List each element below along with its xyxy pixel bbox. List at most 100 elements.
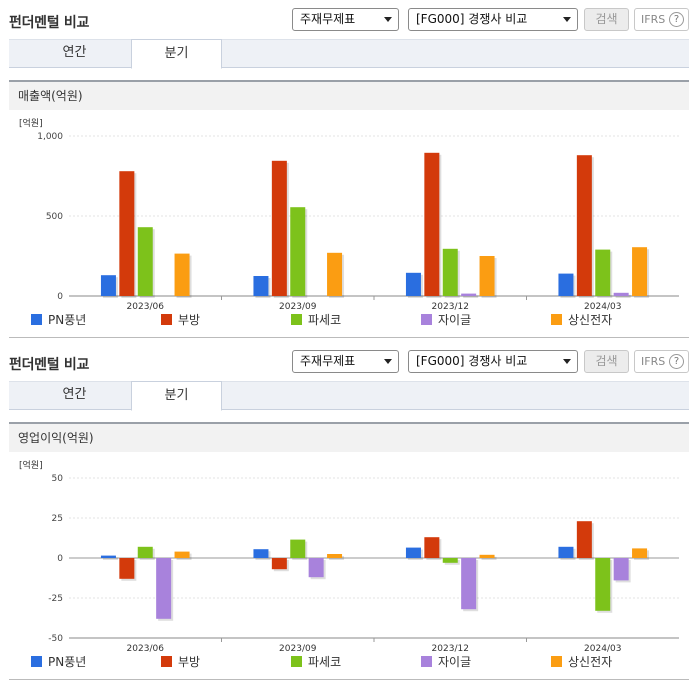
- bar: [290, 539, 306, 558]
- bar: [479, 256, 495, 296]
- bar-shadow: [102, 557, 118, 560]
- revenue-chart: [억원] 0 500 1,000 2023/06 2023/09 2023/12 2024/0…: [9, 110, 689, 338]
- bar: [137, 227, 153, 296]
- comparison-select[interactable]: [FG000] 경쟁사 비교: [408, 8, 578, 31]
- chart-legend: PN풍년 부방 파세코 자이글 상신전자: [31, 654, 681, 670]
- ifrs-button[interactable]: IFRS?: [634, 350, 689, 373]
- section-title: 펀더멘털 비교: [9, 357, 90, 373]
- chevron-down-icon: [563, 359, 571, 364]
- bar-shadow: [463, 295, 479, 298]
- tab-annual[interactable]: 연간: [62, 387, 87, 402]
- legend-label: 부방: [178, 655, 201, 669]
- search-button[interactable]: 검색: [584, 8, 629, 31]
- bar: [461, 558, 477, 610]
- y-tick-label: 500: [46, 212, 63, 222]
- bar: [327, 554, 343, 558]
- x-tick-label: 2023/06: [127, 302, 165, 310]
- chevron-down-icon: [384, 17, 392, 22]
- tab-quarterly[interactable]: 분기: [131, 39, 222, 69]
- legend-label: 파세코: [308, 313, 342, 327]
- comparison-select[interactable]: [FG000] 경쟁사 비교: [408, 350, 578, 373]
- legend-swatch: [551, 656, 562, 667]
- comparison-select-value: [FG000] 경쟁사 비교: [416, 12, 528, 26]
- chevron-down-icon: [563, 17, 571, 22]
- bar: [174, 551, 190, 558]
- bar: [632, 247, 648, 296]
- period-tabs: 연간 분기: [9, 381, 689, 411]
- legend-label: PN풍년: [48, 655, 87, 669]
- bar: [632, 548, 648, 558]
- bar: [479, 554, 495, 558]
- bar: [253, 549, 269, 558]
- legend-label: 상신전자: [568, 655, 613, 669]
- y-tick-label: 1,000: [37, 132, 63, 142]
- help-icon: ?: [669, 12, 684, 27]
- tab-quarterly[interactable]: 분기: [131, 381, 222, 411]
- x-tick-label: 2023/12: [432, 644, 469, 652]
- legend-item[interactable]: PN풍년: [31, 654, 86, 670]
- x-tick-label: 2023/12: [432, 302, 469, 310]
- x-tick-label: 2023/09: [279, 644, 317, 652]
- legend-swatch: [551, 314, 562, 325]
- y-tick-label: 0: [57, 554, 63, 564]
- legend-swatch: [421, 656, 432, 667]
- legend-swatch: [291, 656, 302, 667]
- period-tabs: 연간 분기: [9, 39, 689, 69]
- statement-select-value: 주재무제표: [300, 12, 356, 26]
- legend-item[interactable]: 상신전자: [551, 654, 612, 670]
- legend-swatch: [31, 656, 42, 667]
- legend-swatch: [31, 314, 42, 325]
- chart-legend: PN풍년 부방 파세코 자이글 상신전자: [31, 312, 681, 328]
- search-button[interactable]: 검색: [584, 350, 629, 373]
- legend-swatch: [161, 314, 172, 325]
- bar: [308, 558, 324, 578]
- legend-label: 자이글: [438, 313, 472, 327]
- legend-item[interactable]: 자이글: [421, 654, 471, 670]
- bar: [119, 558, 135, 579]
- bar: [576, 521, 592, 558]
- legend-swatch: [161, 656, 172, 667]
- legend-item[interactable]: PN풍년: [31, 312, 86, 328]
- fundamental-section-operating-profit: 펀더멘털 비교 주재무제표 [FG000] 경쟁사 비교 검색 IFRS? 연간…: [0, 342, 696, 684]
- bar: [576, 155, 592, 296]
- bar: [253, 276, 269, 296]
- legend-label: 자이글: [438, 655, 472, 669]
- x-tick-label: 2023/06: [127, 644, 165, 652]
- bar: [174, 253, 190, 296]
- bar: [119, 171, 135, 296]
- tab-annual[interactable]: 연간: [62, 45, 87, 60]
- ifrs-label: IFRS: [641, 355, 666, 368]
- fundamental-section-revenue: 펀더멘털 비교 주재무제표 [FG000] 경쟁사 비교 검색 IFRS? 연간…: [9, 8, 689, 338]
- y-tick-label: -50: [48, 634, 63, 644]
- legend-item[interactable]: 상신전자: [551, 312, 612, 328]
- legend-item[interactable]: 부방: [161, 654, 200, 670]
- chart-title: 영업이익(억원): [9, 422, 689, 452]
- y-tick-label: 50: [52, 474, 64, 484]
- bar-shadow: [615, 294, 631, 298]
- bar: [100, 555, 116, 558]
- statement-select[interactable]: 주재무제표: [292, 8, 399, 31]
- bar: [613, 292, 629, 296]
- y-tick-label: 0: [57, 292, 63, 302]
- section-title: 펀더멘털 비교: [9, 15, 90, 31]
- legend-item[interactable]: 파세코: [291, 654, 341, 670]
- help-icon: ?: [669, 354, 684, 369]
- bar: [461, 293, 477, 296]
- bar: [424, 152, 440, 296]
- statement-select-value: 주재무제표: [300, 354, 356, 368]
- chevron-down-icon: [384, 359, 392, 364]
- bar: [595, 558, 611, 611]
- legend-item[interactable]: 자이글: [421, 312, 471, 328]
- statement-select[interactable]: 주재무제표: [292, 350, 399, 373]
- legend-label: PN풍년: [48, 313, 87, 327]
- bar: [442, 558, 458, 563]
- y-tick-label: -25: [48, 594, 63, 604]
- ifrs-button[interactable]: IFRS?: [634, 8, 689, 31]
- bar: [137, 546, 153, 558]
- legend-item[interactable]: 부방: [161, 312, 200, 328]
- bar-shadow: [481, 556, 497, 560]
- legend-item[interactable]: 파세코: [291, 312, 341, 328]
- bar: [595, 249, 611, 296]
- x-tick-label: 2024/03: [584, 302, 621, 310]
- bar: [327, 252, 343, 296]
